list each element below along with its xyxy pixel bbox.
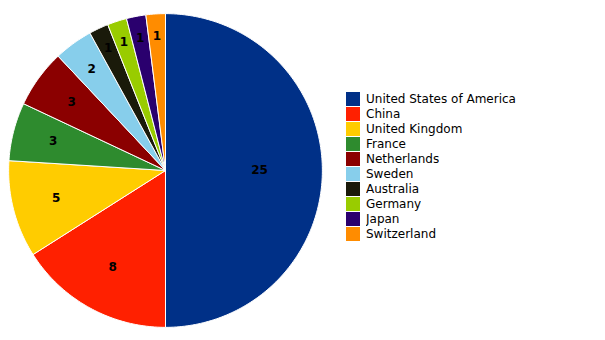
svg-text:1: 1 — [153, 29, 161, 43]
svg-text:1: 1 — [136, 31, 144, 45]
svg-text:1: 1 — [120, 35, 128, 49]
html-text:Switzerland: Switzerland — [366, 227, 436, 241]
svg-text:3: 3 — [49, 134, 57, 148]
html-text:Germany: Germany — [366, 197, 422, 211]
html-text:Netherlands: Netherlands — [366, 152, 440, 166]
html-text:Japan: Japan — [366, 212, 400, 226]
html-text:France: France — [366, 137, 406, 151]
svg-text:5: 5 — [52, 191, 60, 205]
svg-text:25: 25 — [251, 163, 268, 177]
html-text:United States of America: United States of America — [366, 92, 516, 106]
svg-text:3: 3 — [67, 95, 75, 109]
html-text:United Kingdom: United Kingdom — [366, 122, 463, 136]
svg-text:8: 8 — [108, 260, 116, 274]
html-text:Sweden: Sweden — [366, 167, 414, 181]
svg-text:1: 1 — [104, 41, 112, 55]
html-text:Australia: Australia — [366, 182, 420, 196]
svg-text:2: 2 — [88, 62, 96, 76]
html-text:China: China — [366, 107, 401, 121]
